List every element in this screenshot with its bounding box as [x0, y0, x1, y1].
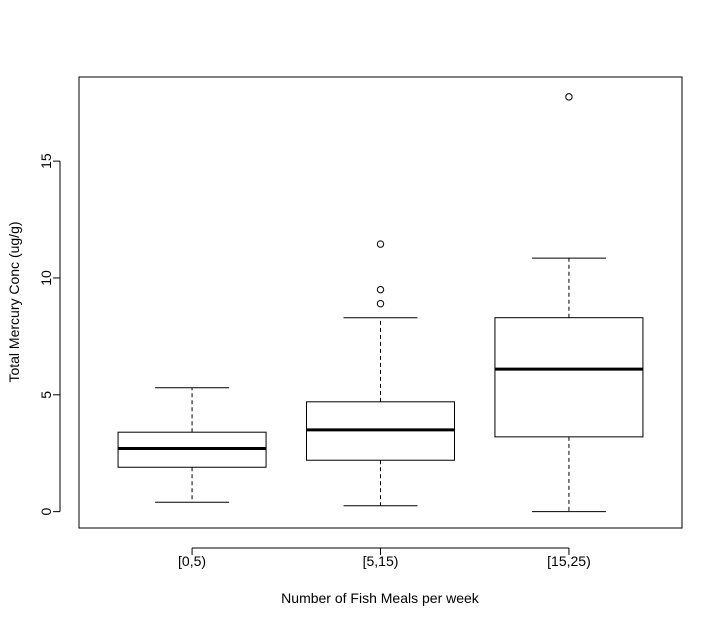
boxes-layer: [117, 93, 644, 513]
axes-layer: 0 5 10 15 [0,5) [5,15) [15,25): [38, 153, 591, 569]
y-axis-label: Total Mercury Conc (ug/g): [6, 221, 22, 382]
x-tick-label: [15,25): [547, 553, 591, 569]
x-tick-label: [0,5): [178, 553, 206, 569]
outlier-point: [376, 285, 385, 294]
box-group: [117, 387, 267, 503]
y-tick-label: 0: [38, 508, 54, 516]
box-group: [306, 240, 455, 507]
outlier-point: [376, 299, 385, 308]
outlier-point: [565, 93, 573, 101]
plot-frame: [78, 76, 683, 529]
iqr-box: [494, 317, 644, 438]
box-group: [494, 93, 644, 513]
y-tick-label: 5: [38, 391, 54, 399]
y-tick-label: 15: [38, 153, 54, 169]
x-axis-label: Number of Fish Meals per week: [281, 590, 480, 606]
y-tick-label: 10: [38, 270, 54, 286]
outlier-point: [376, 240, 385, 248]
x-tick-label: [5,15): [363, 553, 399, 569]
